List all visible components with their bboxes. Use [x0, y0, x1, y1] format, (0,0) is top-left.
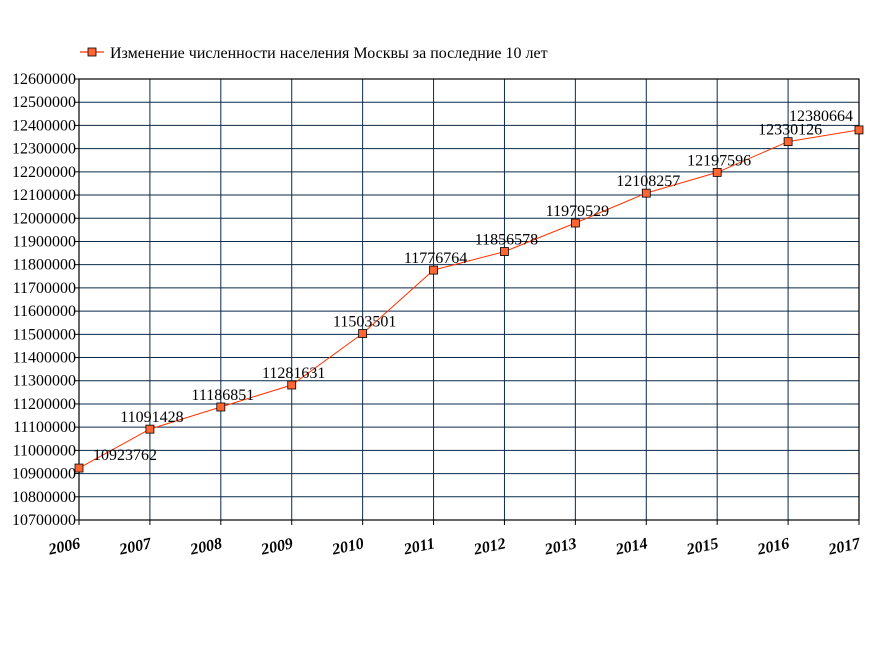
y-tick-label: 11500000: [13, 326, 76, 343]
y-tick-label: 10800000: [12, 489, 76, 506]
y-tick-label: 11700000: [13, 280, 76, 297]
data-label: 12380664: [789, 108, 853, 125]
data-label: 11503501: [333, 314, 396, 331]
data-label: 11856578: [475, 232, 538, 249]
y-tick-label: 12300000: [12, 141, 76, 158]
x-tick-label: 2008: [188, 535, 224, 558]
y-tick-label: 12500000: [12, 94, 76, 111]
y-tick-label: 12400000: [12, 117, 76, 134]
data-point-marker: [854, 125, 864, 135]
data-point-marker: [429, 265, 438, 275]
y-tick-label: 11800000: [13, 257, 76, 274]
x-tick-label: 2006: [46, 535, 82, 558]
chart-grid: [74, 78, 860, 525]
data-point-marker: [287, 380, 297, 390]
data-label: 11979529: [546, 203, 609, 220]
x-tick-label: 2013: [542, 535, 578, 558]
y-tick-label: 12200000: [12, 164, 76, 181]
data-label: 10923762: [93, 447, 157, 464]
x-tick-label: 2012: [471, 535, 507, 558]
y-tick-label: 11000000: [13, 442, 76, 459]
chart-series: 10923762 11091428 11186851 11281631 11503501…: [74, 108, 864, 473]
data-point-marker: [570, 218, 580, 228]
data-point-marker: [500, 247, 509, 256]
y-tick-label: 11300000: [13, 373, 76, 390]
data-label: 12197596: [687, 152, 751, 169]
x-tick-label: 2016: [755, 535, 791, 558]
data-label: 11281631: [262, 365, 325, 382]
data-point-marker: [145, 424, 155, 434]
y-tick-label: 11100000: [13, 419, 76, 436]
data-point-marker: [74, 463, 84, 473]
y-tick-label: 10700000: [12, 512, 76, 529]
y-tick-label: 11200000: [13, 396, 76, 413]
y-tick-label: 11400000: [13, 350, 76, 367]
data-point-marker: [358, 329, 368, 338]
data-point-marker: [783, 137, 793, 147]
legend-marker-swatch: [87, 47, 97, 57]
x-tick-label: 2017: [826, 535, 863, 559]
x-tick-label: 2015: [684, 535, 720, 558]
y-tick-label: 10900000: [12, 466, 76, 483]
x-tick-label: 2009: [259, 535, 295, 558]
y-tick-label: 11900000: [13, 233, 76, 250]
data-point-marker: [712, 168, 722, 177]
data-point-marker: [641, 188, 651, 198]
data-label: 11091428: [120, 409, 183, 426]
x-tick-label: 2014: [613, 535, 649, 558]
x-tick-label: 2010: [330, 535, 366, 558]
y-axis-tick-labels: 10700000 10800000 10900000 11000000 11100000…: [12, 71, 76, 529]
y-tick-label: 12000000: [12, 210, 76, 227]
legend-label: Изменение численности населения Москвы з…: [110, 45, 548, 62]
y-tick-label: 12600000: [12, 71, 76, 88]
data-label: 11186851: [191, 387, 254, 404]
x-tick-label: 2007: [117, 535, 154, 559]
y-tick-label: 11600000: [13, 303, 76, 320]
data-label: 12108257: [616, 173, 680, 190]
data-point-marker: [216, 402, 226, 412]
data-label: 11776764: [404, 250, 467, 267]
x-tick-label: 2011: [401, 535, 436, 558]
y-tick-label: 12100000: [12, 187, 76, 204]
x-axis-tick-labels: 2006 2007 2008 2009 2010 2011 2012 2013 2014 2015…: [46, 535, 863, 559]
chart-legend: Изменение численности населения Москвы з…: [80, 45, 548, 62]
series-line: [78, 129, 860, 469]
plot-area-frame: [78, 78, 860, 521]
data-label: 12330126: [758, 122, 822, 139]
